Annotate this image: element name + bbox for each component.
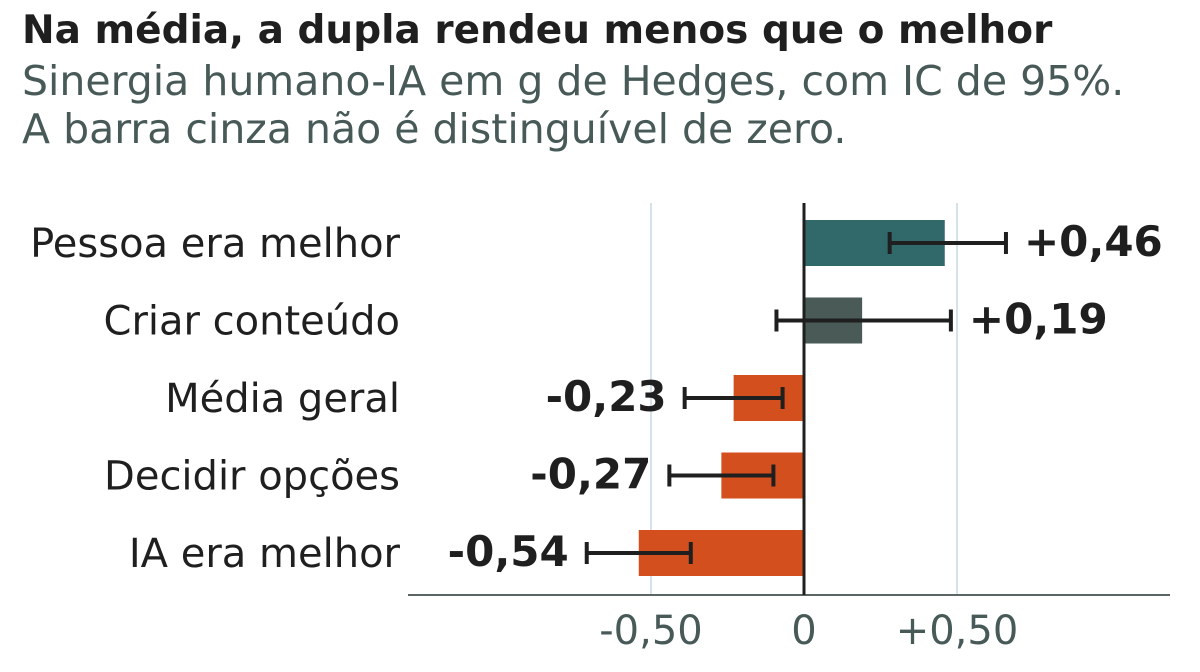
category-label: Decidir opções — [104, 454, 400, 500]
value-label: -0,23 — [546, 372, 667, 421]
x-tick-label: +0,50 — [896, 608, 1019, 654]
x-tick-label: -0,50 — [599, 608, 703, 654]
chart-title: Na média, a dupla rendeu menos que o mel… — [22, 8, 1053, 53]
value-label: +0,46 — [1024, 217, 1163, 266]
category-label: Média geral — [165, 376, 400, 422]
subtitle-line-1: Sinergia humano-IA em g de Hedges, com I… — [22, 57, 1125, 105]
subtitle-line-2: A barra cinza não é distinguível de zero… — [22, 105, 847, 153]
value-label: -0,27 — [530, 450, 651, 499]
category-label: IA era melhor — [129, 531, 401, 577]
category-label: Criar conteúdo — [104, 299, 400, 345]
value-label: -0,54 — [448, 527, 569, 576]
x-tick-label: 0 — [791, 608, 816, 654]
chart-subtitle: Sinergia humano-IA em g de Hedges, com I… — [22, 57, 1124, 153]
value-label: +0,19 — [969, 295, 1108, 344]
category-label: Pessoa era melhor — [30, 221, 400, 267]
